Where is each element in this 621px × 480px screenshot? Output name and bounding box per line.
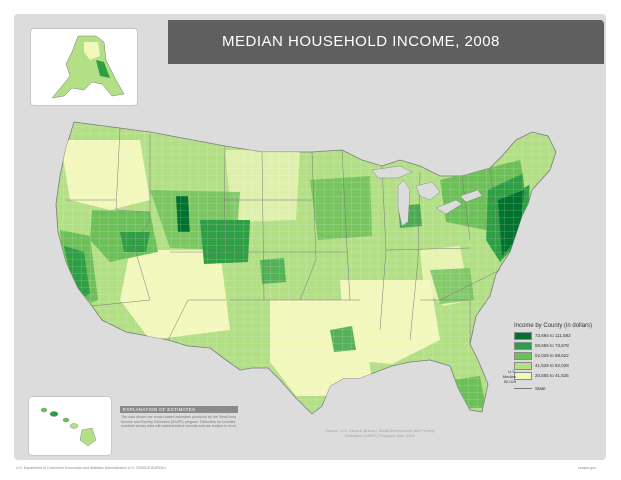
legend-state-label: State [535, 386, 546, 391]
legend-swatch [514, 331, 532, 340]
alaska-high-income-area [96, 60, 110, 78]
footer-credit: U.S. Department of Commerce Economics an… [16, 466, 166, 470]
legend-swatch [514, 371, 532, 380]
state-boundaries [66, 127, 501, 344]
legend-label: 73,694 to 111,582 [535, 333, 571, 338]
legend-item: 73,694 to 111,582 [514, 331, 600, 340]
note-text: The data shown are model-based estimates… [121, 415, 237, 429]
legend-state-item: State [514, 384, 600, 393]
legend-item: 52,029 to 58,622 [514, 351, 600, 360]
map-title: MEDIAN HOUSEHOLD INCOME, 2008 [222, 33, 500, 50]
us-median-label: U.S. Median 52,029 [502, 369, 516, 384]
title-bar [168, 20, 604, 64]
legend-label: 20,655 to 41,525 [535, 373, 569, 378]
great-lakes [371, 165, 483, 227]
alaska-low-income-area [84, 42, 100, 60]
footer-link[interactable]: census.gov [578, 466, 596, 470]
legend-label: 58,655 to 73,678 [535, 343, 569, 348]
alaska-shape [51, 35, 125, 99]
legend-item: 58,655 to 73,678 [514, 341, 600, 350]
note-heading: EXPLANATION OF ESTIMATES [120, 406, 238, 413]
legend-item: 20,655 to 41,525 [514, 371, 600, 380]
hawaii-shapes [40, 407, 97, 447]
legend-label: 52,029 to 58,622 [535, 353, 569, 358]
legend-swatch [514, 341, 532, 350]
map-legend: Income by County (in dollars) 73,694 to … [514, 323, 600, 393]
estimates-note: EXPLANATION OF ESTIMATES The data shown … [120, 406, 238, 452]
legend-item: 41,529 to 52,028 [514, 361, 600, 370]
state-line-symbol [514, 388, 532, 389]
legend-label: 41,529 to 52,028 [535, 363, 569, 368]
source-text: Source: U.S. Census Bureau, Small Area I… [325, 428, 435, 438]
legend-swatch [514, 361, 532, 370]
legend-title: Income by County (in dollars) [514, 323, 593, 329]
legend-swatch [514, 351, 532, 360]
